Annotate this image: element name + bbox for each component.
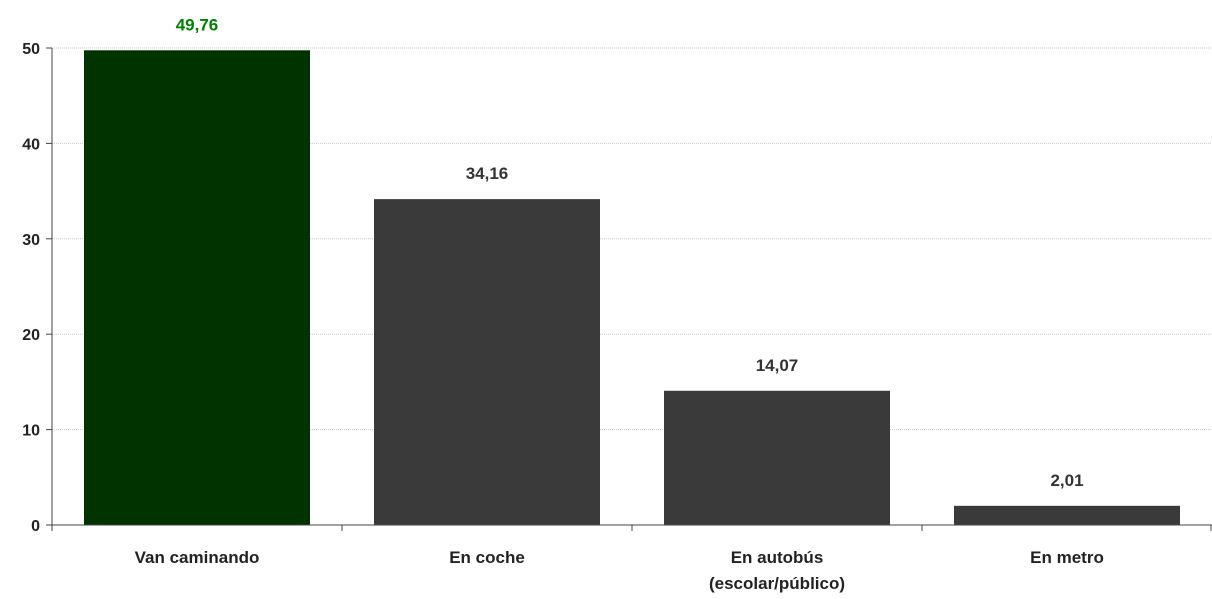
data-label: 2,01 — [1050, 471, 1083, 490]
bar — [664, 390, 890, 525]
y-tick-label: 30 — [22, 232, 40, 249]
x-axis-labels: Van caminando En coche En autobús (escolar/… — [135, 548, 1104, 593]
gridlines — [52, 47, 1212, 431]
data-label: 49,76 — [176, 15, 219, 34]
data-label: 34,16 — [466, 164, 509, 183]
bars — [84, 50, 1180, 526]
y-tick-label: 10 — [22, 423, 40, 440]
y-tick-label: 40 — [22, 136, 40, 153]
bar — [374, 199, 600, 526]
bar — [954, 505, 1180, 525]
y-tick-label: 50 — [22, 41, 40, 58]
x-tick-label: En autobús — [731, 548, 824, 567]
x-tick-label: En coche — [449, 548, 525, 567]
x-tick-label: En metro — [1030, 548, 1104, 567]
x-tick-label: Van caminando — [135, 548, 260, 567]
axes — [46, 47, 1212, 531]
x-tick-label: (escolar/público) — [709, 574, 845, 593]
y-tick-label: 20 — [22, 327, 40, 344]
y-tick-label: 0 — [31, 518, 40, 535]
data-labels: 49,76 34,16 14,07 2,01 — [176, 15, 1084, 490]
data-label: 14,07 — [756, 356, 799, 375]
bar — [84, 50, 310, 525]
y-axis-ticks: 0 10 20 30 40 50 — [22, 41, 40, 535]
